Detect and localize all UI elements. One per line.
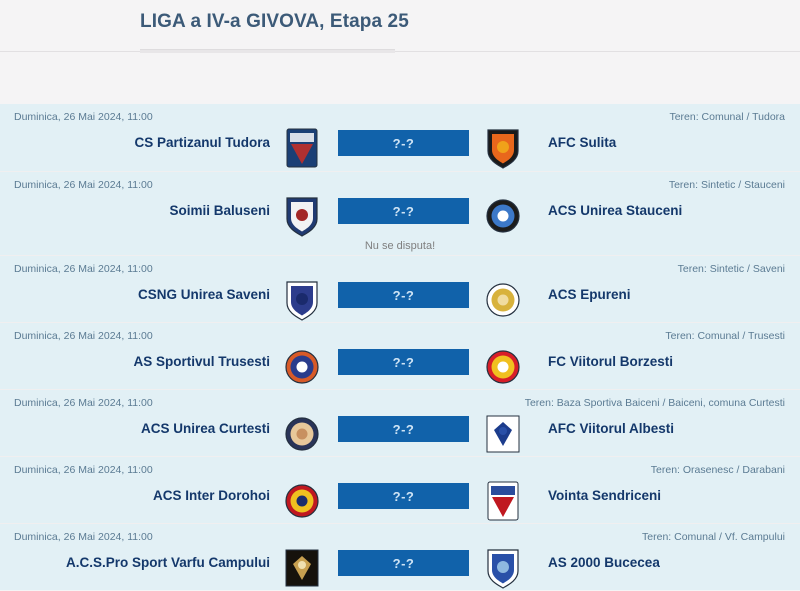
page-title: LIGA a IV-a GIVOVA, Etapa 25 xyxy=(140,11,409,32)
match-row[interactable]: Duminica, 26 Mai 2024, 11:00 Teren: Comu… xyxy=(0,322,800,389)
csng-unirea-saveni-crest[interactable] xyxy=(282,278,322,322)
fixture: ACS Unirea Curtesti ?-? AFC Viitorul Alb… xyxy=(0,413,800,457)
match-meta: Duminica, 26 Mai 2024, 11:00 Teren: Sint… xyxy=(0,263,800,277)
afc-sulita-crest[interactable] xyxy=(483,126,523,170)
as-sportivul-trusesti-crest[interactable] xyxy=(282,345,322,389)
match-meta: Duminica, 26 Mai 2024, 11:00 Teren: Sint… xyxy=(0,179,800,193)
match-datetime: Duminica, 26 Mai 2024, 11:00 xyxy=(14,397,153,409)
match-datetime: Duminica, 26 Mai 2024, 11:00 xyxy=(14,531,153,543)
match-row[interactable]: Duminica, 26 Mai 2024, 11:00 Teren: Comu… xyxy=(0,104,800,171)
away-team-name[interactable]: FC Viitorul Borzesti xyxy=(548,354,674,369)
match-datetime: Duminica, 26 Mai 2024, 11:00 xyxy=(14,179,153,191)
acs-unirea-stauceni-crest[interactable] xyxy=(483,194,523,238)
vointa-sendriceni-crest[interactable] xyxy=(483,479,523,523)
fixture: ACS Inter Dorohoi ?-? Vointa Sendriceni xyxy=(0,480,800,524)
match-venue: Teren: Sintetic / Stauceni xyxy=(668,179,785,191)
home-team-name[interactable]: A.C.S.Pro Sport Varfu Campului xyxy=(65,555,270,570)
active-tab-underline xyxy=(140,49,395,53)
acs-pro-sport-varfu-campului-crest[interactable] xyxy=(282,546,322,590)
partizanul-tudora-crest[interactable] xyxy=(282,126,322,170)
fixture: AS Sportivul Trusesti ?-? FC Viitorul Bo… xyxy=(0,346,800,390)
match-datetime: Duminica, 26 Mai 2024, 11:00 xyxy=(14,330,153,342)
match-venue: Teren: Orasenesc / Darabani xyxy=(650,464,785,476)
home-team-name[interactable]: ACS Unirea Curtesti xyxy=(140,421,270,436)
home-team-name[interactable]: CS Partizanul Tudora xyxy=(134,135,270,150)
match-meta: Duminica, 26 Mai 2024, 11:00 Teren: Comu… xyxy=(0,111,800,125)
header-spacer xyxy=(0,52,800,104)
match-datetime: Duminica, 26 Mai 2024, 11:00 xyxy=(14,464,153,476)
fixture: CS Partizanul Tudora ?-? AFC Sulita xyxy=(0,127,800,171)
soimii-baluseni-crest[interactable] xyxy=(282,194,322,238)
match-meta: Duminica, 26 Mai 2024, 11:00 Teren: Comu… xyxy=(0,531,800,545)
score-box[interactable]: ?-? xyxy=(338,130,469,156)
fixture: A.C.S.Pro Sport Varfu Campului ?-? AS 20… xyxy=(0,547,800,591)
fixture: CSNG Unirea Saveni ?-? ACS Epureni xyxy=(0,279,800,323)
score-box[interactable]: ?-? xyxy=(338,483,469,509)
score-box[interactable]: ?-? xyxy=(338,416,469,442)
home-team-name[interactable]: CSNG Unirea Saveni xyxy=(137,287,270,302)
as-2000-bucecea-crest[interactable] xyxy=(483,546,523,590)
match-row[interactable]: Duminica, 26 Mai 2024, 11:00 Teren: Sint… xyxy=(0,255,800,322)
away-team-name[interactable]: ACS Unirea Stauceni xyxy=(548,203,683,218)
home-team-name[interactable]: Soimii Baluseni xyxy=(169,203,270,218)
header-divider xyxy=(0,51,800,52)
fc-viitorul-borzesti-crest[interactable] xyxy=(483,345,523,389)
match-row[interactable]: Duminica, 26 Mai 2024, 11:00 Teren: Sint… xyxy=(0,171,800,255)
acs-epureni-crest[interactable] xyxy=(483,278,523,322)
match-row[interactable]: Duminica, 26 Mai 2024, 11:00 Teren: Comu… xyxy=(0,523,800,590)
match-venue: Teren: Sintetic / Saveni xyxy=(677,263,785,275)
home-team-name[interactable]: ACS Inter Dorohoi xyxy=(153,488,270,503)
match-row[interactable]: Duminica, 26 Mai 2024, 11:00 Teren: Oras… xyxy=(0,456,800,523)
fixture: Soimii Baluseni ?-? ACS Unirea Stauceni xyxy=(0,195,800,239)
match-venue: Teren: Comunal / Trusesti xyxy=(665,330,785,342)
match-datetime: Duminica, 26 Mai 2024, 11:00 xyxy=(14,111,153,123)
away-team-name[interactable]: AFC Sulita xyxy=(548,135,617,150)
match-list: Duminica, 26 Mai 2024, 11:00 Teren: Comu… xyxy=(0,104,800,590)
afc-viitorul-albesti-crest[interactable] xyxy=(483,412,523,456)
away-team-name[interactable]: Vointa Sendriceni xyxy=(548,488,662,503)
away-team-name[interactable]: AS 2000 Bucecea xyxy=(548,555,660,570)
score-box[interactable]: ?-? xyxy=(338,282,469,308)
away-team-name[interactable]: AFC Viitorul Albesti xyxy=(548,421,675,436)
match-venue: Teren: Baza Sportiva Baiceni / Baiceni, … xyxy=(524,397,785,409)
score-box[interactable]: ?-? xyxy=(338,349,469,375)
away-team-name[interactable]: ACS Epureni xyxy=(548,287,631,302)
match-row[interactable]: Duminica, 26 Mai 2024, 11:00 Teren: Baza… xyxy=(0,389,800,456)
score-box[interactable]: ?-? xyxy=(338,550,469,576)
match-note: Nu se disputa! xyxy=(364,240,436,252)
score-box[interactable]: ?-? xyxy=(338,198,469,224)
match-meta: Duminica, 26 Mai 2024, 11:00 Teren: Comu… xyxy=(0,330,800,344)
match-venue: Teren: Comunal / Vf. Campului xyxy=(642,531,785,543)
match-meta: Duminica, 26 Mai 2024, 11:00 Teren: Oras… xyxy=(0,464,800,478)
acs-inter-dorohoi-crest[interactable] xyxy=(282,479,322,523)
page-header: LIGA a IV-a GIVOVA, Etapa 25 xyxy=(0,0,800,53)
match-datetime: Duminica, 26 Mai 2024, 11:00 xyxy=(14,263,153,275)
home-team-name[interactable]: AS Sportivul Trusesti xyxy=(133,354,270,369)
acs-unirea-curtesti-crest[interactable] xyxy=(282,412,322,456)
match-meta: Duminica, 26 Mai 2024, 11:00 Teren: Baza… xyxy=(0,397,800,411)
match-venue: Teren: Comunal / Tudora xyxy=(669,111,785,123)
